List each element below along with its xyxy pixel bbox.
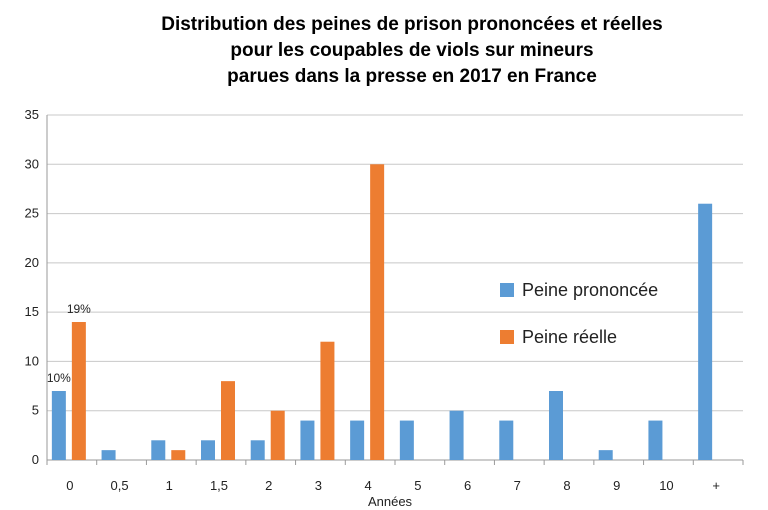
y-tick-label: 10 <box>25 353 39 368</box>
bar-prononcee-8 <box>549 391 563 460</box>
legend-entry: Peine réelle <box>522 327 617 347</box>
y-tick-label: 0 <box>32 452 39 467</box>
bar-prononcee-9 <box>598 450 613 460</box>
x-tick-label: 0 <box>66 478 73 493</box>
x-tick-label: + <box>712 478 720 493</box>
y-tick-label: 35 <box>25 107 39 122</box>
bar-prononcee-0,5 <box>101 450 116 460</box>
y-tick-label: 20 <box>25 255 39 270</box>
x-tick-label: 6 <box>464 478 471 493</box>
bar-reelle-0 <box>71 322 86 460</box>
legend: Peine prononcée Peine réelle <box>500 280 658 347</box>
bar-prononcee-3 <box>300 420 315 460</box>
bar-prononcee-1,5 <box>201 440 215 460</box>
bar-prononcee-+ <box>698 203 713 460</box>
x-tick-label: 3 <box>315 478 322 493</box>
bar-reelle-1,5 <box>221 381 235 460</box>
bar-prononcee-5 <box>399 420 414 460</box>
title-line-2: pour les coupables de viols sur mineurs <box>230 40 593 61</box>
y-tick-label: 25 <box>25 206 39 221</box>
bar-reelle-2 <box>270 410 285 460</box>
bar-prononcee-10 <box>648 420 663 460</box>
bar-prononcee-2 <box>250 440 265 460</box>
data-label: 10% <box>47 371 71 385</box>
x-tick-label: 9 <box>613 478 620 493</box>
y-tick-label: 30 <box>25 156 39 171</box>
legend-entry: Peine prononcée <box>522 280 658 300</box>
title-line-3: parues dans la presse en 2017 en France <box>227 66 597 87</box>
x-tick-label: 1,5 <box>210 478 228 493</box>
x-axis-title: Années <box>368 494 413 509</box>
bar-prononcee-7 <box>499 420 514 460</box>
bar-prononcee-6 <box>449 410 464 460</box>
x-tick-label: 8 <box>563 478 570 493</box>
y-tick-label: 15 <box>25 304 39 319</box>
data-label: 19% <box>67 302 91 316</box>
bars <box>51 164 713 461</box>
x-axis-ticks: 0 0,5 1 1,5 2 3 4 5 6 7 8 9 10 + <box>66 478 720 493</box>
bar-prononcee-1 <box>151 440 166 460</box>
legend-swatch <box>500 330 514 344</box>
gridlines <box>46 114 744 465</box>
y-tick-label: 5 <box>32 403 39 418</box>
x-tick-label: 4 <box>365 478 372 493</box>
bar-reelle-3 <box>320 341 335 460</box>
x-tick-label: 0,5 <box>111 478 129 493</box>
title-line-1: Distribution des peines de prison pronon… <box>161 14 663 35</box>
chart-title: Distribution des peines de prison pronon… <box>161 14 663 87</box>
x-tick-label: 7 <box>514 478 521 493</box>
x-tick-label: 1 <box>166 478 173 493</box>
y-axis-ticks: 0 5 10 15 20 25 30 35 <box>25 107 39 467</box>
x-tick-label: 10 <box>659 478 673 493</box>
bar-reelle-1 <box>171 450 186 460</box>
annotations: 10% 19% <box>47 302 91 385</box>
x-tick-label: 5 <box>414 478 421 493</box>
x-tick-label: 2 <box>265 478 272 493</box>
legend-swatch <box>500 283 514 297</box>
bar-reelle-4 <box>370 164 385 461</box>
bar-prononcee-0 <box>51 391 66 460</box>
bar-prononcee-4 <box>350 420 365 460</box>
